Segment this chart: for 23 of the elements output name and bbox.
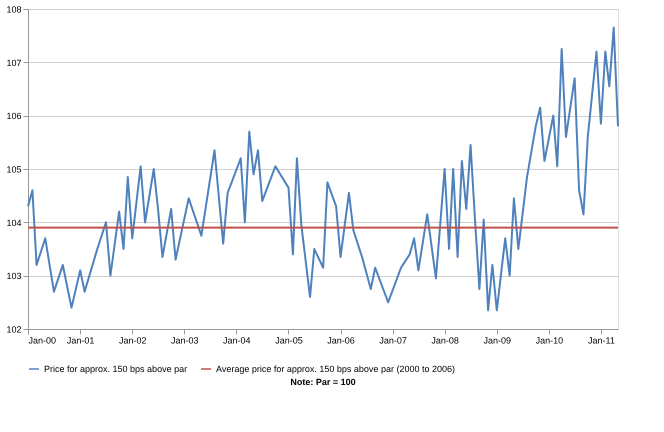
y-tick-label: 104 bbox=[6, 218, 22, 228]
x-tick-label: Jan-07 bbox=[379, 336, 407, 346]
x-tick-label: Jan-10 bbox=[536, 336, 564, 346]
x-tick-label: Jan-04 bbox=[223, 336, 251, 346]
y-tick-label: 108 bbox=[6, 4, 22, 14]
text: Note: Par = 100 bbox=[290, 377, 356, 387]
x-tick-label: Jan-02 bbox=[118, 336, 146, 346]
line-series bbox=[27, 26, 619, 312]
legend-label: Average price for approx. 150 bps above par (2000 to 2006) bbox=[216, 364, 455, 374]
y-tick-label: 106 bbox=[6, 111, 22, 122]
x-tick-label: Jan-05 bbox=[275, 336, 303, 346]
x-tick-label: Jan-06 bbox=[327, 336, 355, 346]
legend-label: Price for approx. 150 bps above par bbox=[44, 364, 188, 374]
x-tick-label: Jan-11 bbox=[588, 336, 615, 346]
x-tick-label: Jan-03 bbox=[171, 336, 199, 346]
x-tick-label: Jan-08 bbox=[431, 336, 459, 346]
y-tick-label: 105 bbox=[6, 164, 22, 174]
y-tick-label: 103 bbox=[6, 271, 22, 282]
x-tick-label: Jan-01 bbox=[66, 336, 94, 346]
y-tick-label: 102 bbox=[6, 324, 22, 334]
x-tick-label: Jan-09 bbox=[484, 336, 512, 346]
x-tick-label: Jan-00 bbox=[28, 336, 56, 346]
y-tick-label: 107 bbox=[6, 58, 22, 68]
